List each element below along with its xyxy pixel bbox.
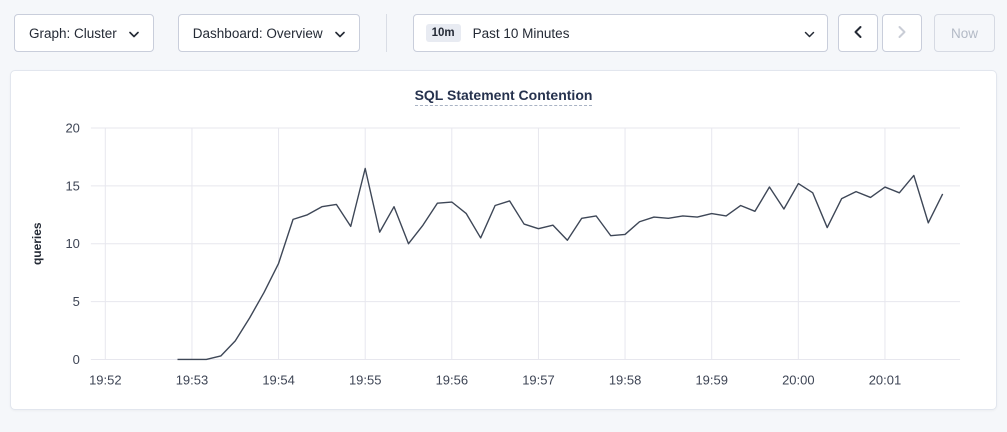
chart-title[interactable]: SQL Statement Contention — [414, 87, 593, 106]
y-axis-tick-label: 5 — [73, 294, 80, 309]
time-next-button[interactable] — [881, 14, 922, 52]
chevron-down-icon — [804, 26, 815, 41]
dashboard-dropdown[interactable]: Dashboard: Overview — [177, 14, 360, 52]
time-prev-button[interactable] — [837, 14, 878, 52]
chart-svg: 19:52 19:53 19:54 19:55 19:56 19:57 19:58 19:59… — [30, 120, 961, 387]
line-chart[interactable]: 19:52 19:53 19:54 19:55 19:56 19:57 19:58 19:59… — [27, 114, 980, 401]
chart-card: SQL Statement Contention 19:52 19:53 19:54… — [10, 70, 997, 411]
series-line — [177, 167, 944, 361]
x-axis-tick-label: 19:53 — [176, 372, 208, 387]
y-axis-label: queries — [30, 222, 44, 265]
chevron-down-icon — [128, 26, 139, 41]
dashboard-dropdown-label: Dashboard: Overview — [192, 25, 323, 41]
x-axis-tick-label: 19:57 — [522, 372, 554, 387]
time-range-badge: 10m — [425, 24, 461, 42]
time-range-selector[interactable]: 10m Past 10 Minutes — [412, 14, 828, 52]
time-nav-group — [837, 14, 922, 52]
time-range-value: Past 10 Minutes — [472, 25, 570, 41]
graph-dropdown[interactable]: Graph: Cluster — [14, 14, 154, 52]
toolbar-divider — [385, 14, 387, 52]
chart-title-row: SQL Statement Contention — [27, 87, 980, 106]
graph-dropdown-label: Graph: Cluster — [29, 25, 117, 41]
x-axis-tick-label: 19:52 — [89, 372, 121, 387]
x-axis-tick-label: 19:54 — [262, 372, 294, 387]
x-axis-tick-label: 19:56 — [436, 372, 468, 387]
chevron-right-icon — [896, 25, 908, 42]
x-axis-tick-label: 20:01 — [869, 372, 901, 387]
x-axis-tick-label: 19:58 — [609, 372, 641, 387]
chevron-left-icon — [852, 25, 864, 42]
y-axis-tick-label: 10 — [65, 236, 79, 251]
toolbar: Graph: Cluster Dashboard: Overview 10m P… — [0, 0, 1007, 66]
y-axis-tick-label: 15 — [65, 178, 79, 193]
chevron-down-icon — [334, 26, 345, 41]
y-axis-tick-label: 0 — [73, 352, 80, 367]
y-axis-tick-label: 20 — [65, 120, 79, 135]
x-axis-tick-label: 19:55 — [349, 372, 381, 387]
x-axis-tick-label: 19:59 — [695, 372, 727, 387]
x-axis-tick-label: 20:00 — [782, 372, 814, 387]
now-button[interactable]: Now — [933, 14, 995, 52]
